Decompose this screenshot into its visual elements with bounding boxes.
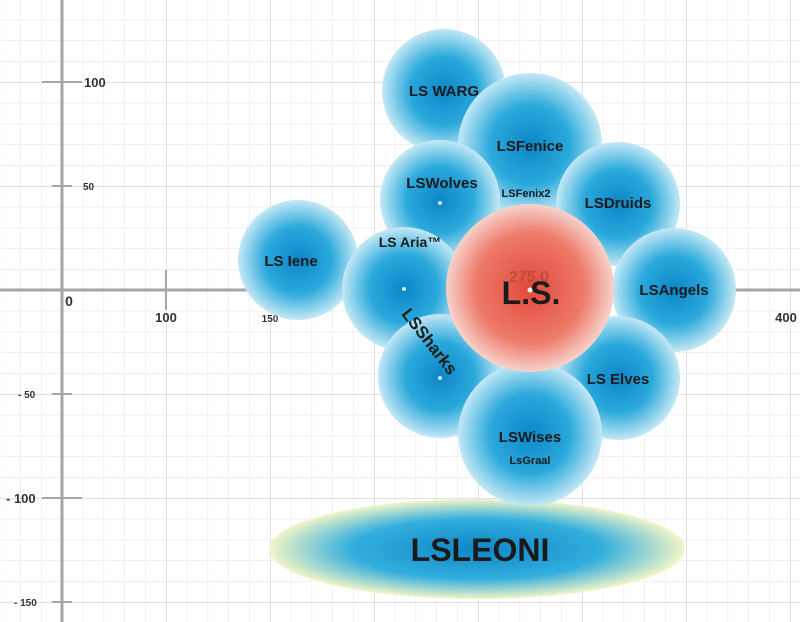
banner-ellipse (269, 499, 685, 599)
bubble-label-lsdruids: LSDruids (585, 195, 652, 212)
y-tick-label: 100 (84, 75, 106, 90)
bubble-label-lsgraal: LsGraal (510, 455, 551, 467)
bubble-label-ls-aria: LS Aria™ (379, 234, 442, 250)
origin-label: 0 (65, 293, 73, 309)
bubble-label-lsfenix2: LSFenix2 (502, 188, 551, 200)
y-tick-label: 50 (83, 182, 95, 193)
bubble-label-lsangels: LSAngels (639, 282, 708, 299)
x-tick-label: 400 (775, 310, 797, 325)
bubble-label-lsfenice: LSFenice (497, 138, 564, 155)
center-value-label: 275,0 (509, 269, 549, 286)
point-marker (402, 287, 406, 291)
center-label: L.S. (502, 275, 561, 311)
y-ticks (42, 81, 82, 603)
point-marker (438, 201, 442, 205)
y-tick-label: - 100 (6, 491, 36, 506)
bubble-label-ls-elves: LS Elves (587, 371, 650, 388)
banner-label: LSLEONI (411, 532, 550, 568)
x-minor-tick-label: 150 (262, 314, 279, 325)
bubble-label-lswises: LSWises (499, 429, 561, 446)
bubble-label-ls-iene: LS Iene (264, 253, 317, 270)
point-marker (527, 287, 533, 293)
bubble-ls-iene (238, 200, 358, 320)
x-tick-label: 100 (155, 310, 177, 325)
y-tick-label: - 50 (18, 390, 36, 401)
bubble-lswises (458, 362, 602, 506)
bubble-lsangels (612, 228, 736, 352)
point-marker (438, 376, 442, 380)
bubble-label-ls-warg: LS WARG (409, 83, 479, 100)
y-tick-label: - 150 (14, 598, 37, 609)
bubble-label-lswolves: LSWolves (406, 175, 477, 192)
